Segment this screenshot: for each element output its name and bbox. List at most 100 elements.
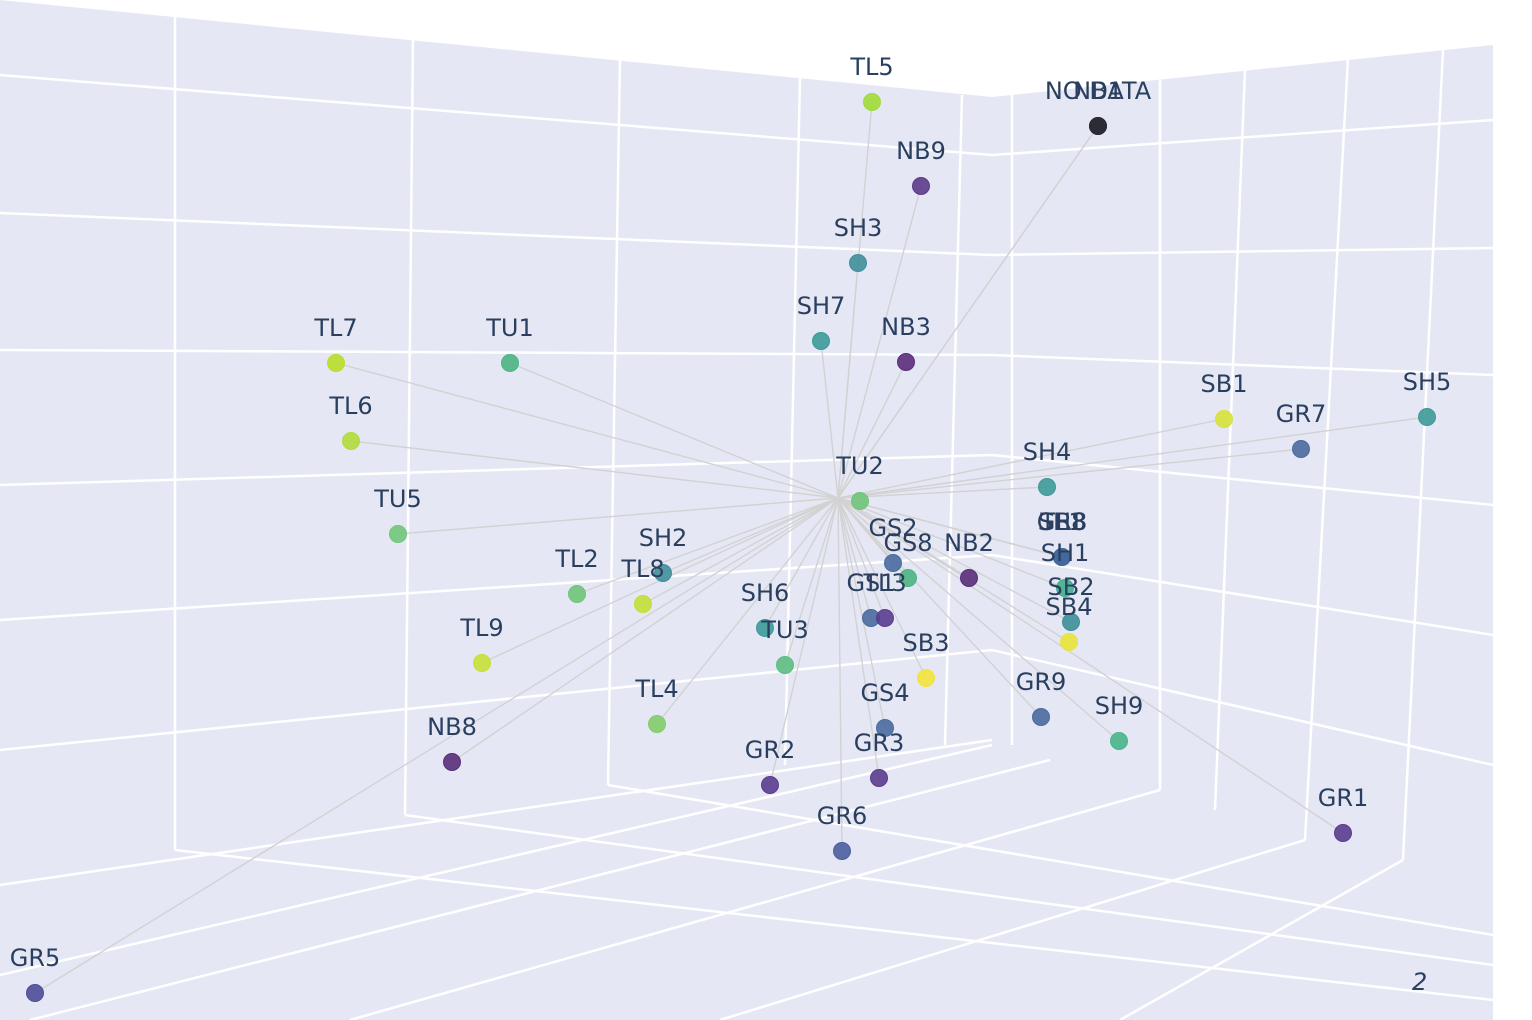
spoke-line-tu5 [397,497,839,535]
point-tl6[interactable] [342,432,360,450]
point-label-sh1: SH1 [1041,539,1090,567]
point-label-gs1: GS1 [846,569,895,597]
floor [0,740,1493,1020]
point-label-sh3: SH3 [834,214,883,242]
point-nb8[interactable] [443,753,461,771]
point-gs2[interactable] [884,554,902,572]
point-label-tl1: TL1 [1039,508,1083,536]
spoke-line-nb8 [451,497,839,763]
markers [26,93,1436,1002]
point-label-sh9: SH9 [1095,692,1144,720]
spoke-line-tl8 [642,497,839,605]
point-sh9[interactable] [1110,732,1128,750]
point-tu3[interactable] [776,656,794,674]
point-sb3[interactable] [917,669,935,687]
point-gs4[interactable] [876,719,894,737]
point-sh1[interactable] [1056,579,1074,597]
point-tu5[interactable] [389,525,407,543]
point-label-gr6: GR6 [817,802,868,830]
point-label-gs2: GS2 [868,514,917,542]
right-wall [992,45,1493,930]
point-tl7[interactable] [327,354,345,372]
point-sb4[interactable] [1060,633,1078,651]
point-label-gr1: GR1 [1318,784,1369,812]
point-tl9[interactable] [473,654,491,672]
point-label-gr8: GR8 [1037,508,1088,536]
point-sh5[interactable] [1418,408,1436,426]
point-label-tl3: TL3 [862,569,906,597]
spoke-line-gr6 [837,497,843,852]
spoke-line-sh6 [764,497,839,629]
point-label-tu1: TU1 [485,314,534,342]
point-label-tl9: TL9 [459,614,503,642]
left-wall [0,0,992,1020]
point-label-gr3: GR3 [854,729,905,757]
point-label-sb3: SB3 [903,629,950,657]
point-sh4[interactable] [1038,478,1056,496]
spoke-line-sb4 [837,497,1070,643]
spoke-line-sh4 [837,486,1048,499]
point-nb1[interactable] [1089,117,1107,135]
axis-tick-label: 2 [1412,968,1427,996]
point-label-gs4: GS4 [860,679,909,707]
scene-panels [0,0,1493,1020]
point-gs8[interactable] [899,569,917,587]
spoke-line-gr5 [34,497,839,994]
point-label-nb9: NB9 [896,137,946,165]
point-sh2[interactable] [654,564,672,582]
point-tl4[interactable] [648,715,666,733]
point-label-tl8: TL8 [620,555,664,583]
point-gr7[interactable] [1292,440,1310,458]
spoke-line-tu1 [509,362,839,499]
point-label-nb1: NB1 [1073,77,1123,105]
point-gr9[interactable] [1032,708,1050,726]
point-sh3[interactable] [849,254,867,272]
spoke-line-sh7 [820,340,839,499]
point-label-gr9: GR9 [1016,668,1067,696]
point-sb2[interactable] [1062,613,1080,631]
spoke-line-gr3 [837,497,880,779]
spoke-line-sh8 [837,497,1063,558]
spoke-line-sh5 [837,416,1428,499]
point-sh8[interactable] [1053,548,1071,566]
point-label-tu5: TU5 [373,485,422,513]
point-nb2[interactable] [960,569,978,587]
point-label-gr2: GR2 [745,736,796,764]
point-label-gs8: GS8 [883,529,932,557]
point-tl3[interactable] [876,609,894,627]
point-tl5[interactable] [863,93,881,111]
point-gr5[interactable] [26,984,44,1002]
point-gr1[interactable] [1334,824,1352,842]
spoke-line-gs4 [837,497,886,729]
spoke-line-sh9 [837,497,1120,742]
point-label-tu2: TU2 [835,452,884,480]
point-sb1[interactable] [1215,410,1233,428]
spoke-line-gr2 [769,497,839,786]
spoke-line-sb3 [837,497,927,679]
point-label-sb1: SB1 [1201,370,1248,398]
point-sh6[interactable] [756,619,774,637]
point-gr6[interactable] [833,842,851,860]
point-sh7[interactable] [812,332,830,350]
point-label-tl6: TL6 [328,392,372,420]
point-label-sh4: SH4 [1023,438,1072,466]
point-tl8[interactable] [634,595,652,613]
gridlines [0,15,1494,1020]
point-tl2[interactable] [568,585,586,603]
point-label-gr7: GR7 [1276,400,1327,428]
point-label-sh7: SH7 [797,292,846,320]
point-tu1[interactable] [501,354,519,372]
spoke-line-tl6 [350,440,839,499]
point-nb3[interactable] [897,353,915,371]
point-label-sb4: SB4 [1046,593,1093,621]
point-label-sh8: SH8 [1038,508,1087,536]
spoke-line-tl3 [837,497,886,619]
point-gr3[interactable] [870,769,888,787]
point-tu2[interactable] [851,492,869,510]
point-label-tl7: TL7 [313,314,357,342]
point-gr2[interactable] [761,776,779,794]
point-nb9[interactable] [912,177,930,195]
